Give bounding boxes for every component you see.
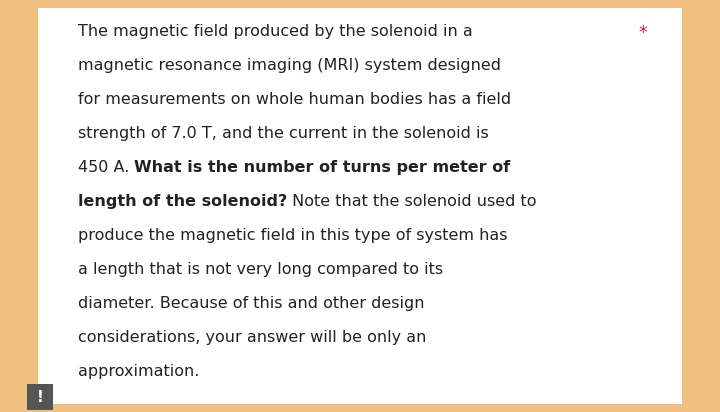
Text: approximation.: approximation.	[78, 364, 199, 379]
Text: 450 A.: 450 A.	[78, 160, 135, 175]
Text: Note that the solenoid used to: Note that the solenoid used to	[287, 194, 536, 209]
Bar	[27, 384, 53, 410]
Text: diameter. Because of this and other design: diameter. Because of this and other desi…	[78, 296, 425, 311]
Text: a length that is not very long compared to its: a length that is not very long compared …	[78, 262, 443, 277]
Text: strength of 7.0 T, and the current in the solenoid is: strength of 7.0 T, and the current in th…	[78, 126, 489, 141]
Text: length of the solenoid?: length of the solenoid?	[78, 194, 287, 209]
Text: *: *	[638, 24, 647, 42]
Text: What is the number of turns per meter of: What is the number of turns per meter of	[135, 160, 510, 175]
Text: produce the magnetic field in this type of system has: produce the magnetic field in this type …	[78, 228, 508, 243]
Text: The magnetic field produced by the solenoid in a: The magnetic field produced by the solen…	[78, 24, 473, 39]
Text: considerations, your answer will be only an: considerations, your answer will be only…	[78, 330, 426, 345]
Bar	[38, 8, 682, 404]
Text: for measurements on whole human bodies has a field: for measurements on whole human bodies h…	[78, 92, 511, 107]
Text: !: !	[37, 389, 43, 405]
Text: magnetic resonance imaging (MRI) system designed: magnetic resonance imaging (MRI) system …	[78, 58, 501, 73]
